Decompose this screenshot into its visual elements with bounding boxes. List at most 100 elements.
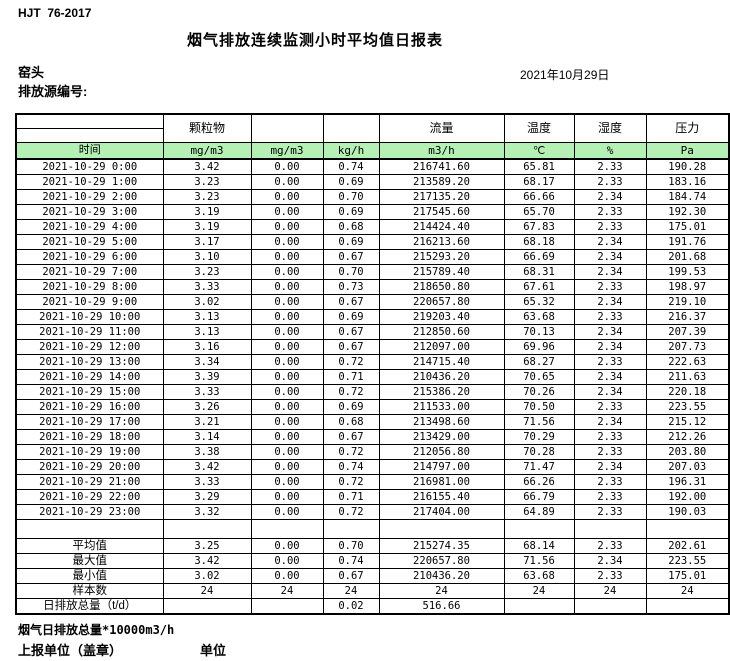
value-cell: 0.72 xyxy=(322,444,380,460)
value-cell: 2.33 xyxy=(573,204,647,220)
value-cell: 0.00 xyxy=(250,294,324,310)
value-cell: 0.74 xyxy=(322,459,380,475)
table-row: 2021-10-29 7:00 3.23 0.00 0.70 215789.40 68.3… xyxy=(15,264,730,280)
summary-row: 平均值 3.25 0.00 0.70 215274.35 68.14 2.33 202.61 xyxy=(15,538,730,554)
value-cell: 0.00 xyxy=(250,249,324,265)
time-cell: 2021-10-29 5:00 xyxy=(15,234,164,250)
value-cell: 192.30 xyxy=(645,204,730,220)
summary-label-cell: 最小值 xyxy=(15,568,164,584)
value-cell: 2.33 xyxy=(573,444,647,460)
value-cell: 24 xyxy=(573,583,647,599)
value-cell: 3.42 xyxy=(162,158,252,175)
table-row: 2021-10-29 15:00 3.33 0.00 0.72 215386.20 70.… xyxy=(15,384,730,400)
value-cell: 0.00 xyxy=(250,309,324,325)
corner-cell-top xyxy=(15,113,164,129)
value-cell: 3.02 xyxy=(162,568,252,584)
value-cell: 207.03 xyxy=(645,459,730,475)
value-cell: 68.18 xyxy=(503,234,575,250)
summary-row: 最大值 3.42 0.00 0.74 220657.80 71.56 2.34 223.55 xyxy=(15,553,730,569)
value-cell: 198.97 xyxy=(645,279,730,295)
value-cell: 3.23 xyxy=(162,189,252,205)
site-label: 窑头 xyxy=(18,65,45,80)
value-cell: 0.00 xyxy=(250,189,324,205)
unit-pa: Pa xyxy=(645,142,730,160)
value-cell: 183.16 xyxy=(645,174,730,190)
value-cell: 68.27 xyxy=(503,354,575,370)
value-cell: 0.67 xyxy=(322,294,380,310)
value-cell: 2.34 xyxy=(573,553,647,569)
value-cell: 3.19 xyxy=(162,219,252,235)
value-cell: 2.33 xyxy=(573,309,647,325)
unit-kg-h: kg/h xyxy=(322,142,380,160)
table-row: 2021-10-29 22:00 3.29 0.00 0.71 216155.40 66.… xyxy=(15,489,730,505)
value-cell: 0.74 xyxy=(322,158,380,175)
time-column-header: 时间 xyxy=(15,142,164,160)
value-cell: 216213.60 xyxy=(378,234,505,250)
value-cell: 215789.40 xyxy=(378,264,505,280)
col-header-pressure: 压力 xyxy=(645,113,730,143)
value-cell: 70.26 xyxy=(503,384,575,400)
table-row: 2021-10-29 9:00 3.02 0.00 0.67 220657.80 65.3… xyxy=(15,294,730,310)
value-cell: 2.34 xyxy=(573,264,647,280)
value-cell: 68.14 xyxy=(503,538,575,554)
time-cell: 2021-10-29 18:00 xyxy=(15,429,164,445)
value-cell: 70.50 xyxy=(503,399,575,415)
value-cell: 2.34 xyxy=(573,369,647,385)
value-cell: 0.00 xyxy=(250,219,324,235)
value-cell: 0.00 xyxy=(250,399,324,415)
value-cell: 3.29 xyxy=(162,489,252,505)
value-cell: 0.00 xyxy=(250,474,324,490)
table-row: 2021-10-29 10:00 3.13 0.00 0.69 219203.40 63.… xyxy=(15,309,730,325)
value-cell: 213589.20 xyxy=(378,174,505,190)
value-cell: 24 xyxy=(162,583,252,599)
summary-label-cell: 平均值 xyxy=(15,538,164,554)
value-cell: 199.53 xyxy=(645,264,730,280)
time-cell: 2021-10-29 17:00 xyxy=(15,414,164,430)
time-cell: 2021-10-29 13:00 xyxy=(15,354,164,370)
value-cell: 3.32 xyxy=(162,504,252,520)
blank-cell xyxy=(162,519,252,539)
value-cell: 0.70 xyxy=(322,538,380,554)
blank-cell xyxy=(15,519,164,539)
table-row: 2021-10-29 3:00 3.19 0.00 0.69 217545.60 65.7… xyxy=(15,204,730,220)
value-cell: 216981.00 xyxy=(378,474,505,490)
table-row: 2021-10-29 16:00 3.26 0.00 0.69 211533.00 70.… xyxy=(15,399,730,415)
value-cell: 63.68 xyxy=(503,568,575,584)
value-cell: 216155.40 xyxy=(378,489,505,505)
value-cell: 0.00 xyxy=(250,354,324,370)
value-cell: 220.18 xyxy=(645,384,730,400)
table-row: 2021-10-29 0:00 3.42 0.00 0.74 216741.60 65.8… xyxy=(15,158,730,175)
time-cell: 2021-10-29 2:00 xyxy=(15,189,164,205)
value-cell: 67.83 xyxy=(503,219,575,235)
unit-percent: % xyxy=(573,142,647,160)
page-title: 烟气排放连续监测小时平均值日报表 xyxy=(186,32,443,49)
value-cell: 65.81 xyxy=(503,158,575,175)
value-cell: 0.71 xyxy=(322,489,380,505)
value-cell: 201.68 xyxy=(645,249,730,265)
value-cell: 0.71 xyxy=(322,369,380,385)
table-row: 2021-10-29 8:00 3.33 0.00 0.73 218650.80 67.6… xyxy=(15,279,730,295)
value-cell: 2.33 xyxy=(573,354,647,370)
table-row: 2021-10-29 23:00 3.32 0.00 0.72 217404.00 64.… xyxy=(15,504,730,520)
value-cell: 215274.35 xyxy=(378,538,505,554)
unit-celsius: ℃ xyxy=(503,142,575,160)
value-cell xyxy=(250,598,324,615)
value-cell: 219203.40 xyxy=(378,309,505,325)
value-cell: 192.00 xyxy=(645,489,730,505)
value-cell: 3.33 xyxy=(162,384,252,400)
value-cell: 0.00 xyxy=(250,384,324,400)
value-cell: 70.29 xyxy=(503,429,575,445)
table-row: 2021-10-29 4:00 3.19 0.00 0.68 214424.40 67.8… xyxy=(15,219,730,235)
value-cell: 3.13 xyxy=(162,324,252,340)
col-header-empty-1 xyxy=(250,113,324,143)
value-cell: 211.63 xyxy=(645,369,730,385)
col-header-flow: 流量 xyxy=(378,113,505,143)
time-cell: 2021-10-29 1:00 xyxy=(15,174,164,190)
value-cell: 213498.60 xyxy=(378,414,505,430)
time-cell: 2021-10-29 6:00 xyxy=(15,249,164,265)
group-header-row: 颗粒物 流量 温度 湿度 压力 xyxy=(15,113,730,143)
value-cell: 212056.80 xyxy=(378,444,505,460)
time-cell: 2021-10-29 4:00 xyxy=(15,219,164,235)
value-cell: 3.38 xyxy=(162,444,252,460)
